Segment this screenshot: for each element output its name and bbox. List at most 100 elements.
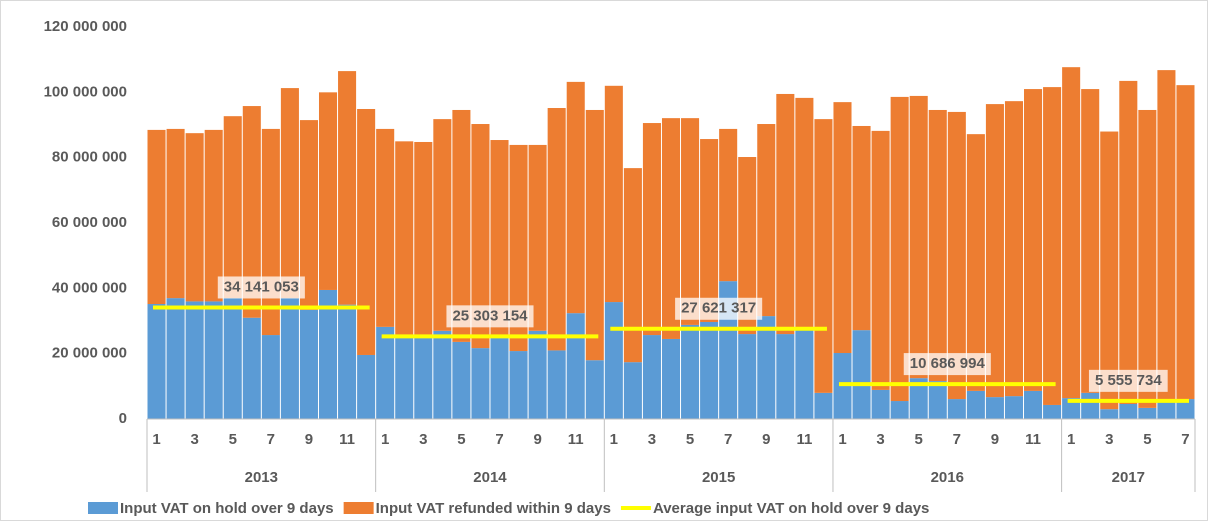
bar-segment — [1081, 392, 1100, 419]
bar-segment — [1176, 85, 1195, 400]
bar-segment — [566, 81, 585, 314]
bar-segment — [890, 401, 909, 419]
y-tick-label: 60 000 000 — [52, 214, 127, 231]
bar-segment — [528, 144, 547, 331]
bar-segment — [433, 330, 452, 419]
legend-label: Average input VAT on hold over 9 days — [653, 500, 929, 517]
bar-segment — [1062, 398, 1081, 419]
average-label-box — [446, 305, 534, 328]
bar-segment — [1004, 396, 1024, 419]
group-label: 2014 — [473, 469, 507, 486]
bar-segment — [280, 88, 299, 299]
y-tick-label: 80 000 000 — [52, 149, 127, 166]
bar-segment — [776, 93, 795, 335]
bar-segment — [185, 133, 204, 302]
bar-segment — [738, 334, 757, 419]
x-tick-label: 1 — [152, 431, 160, 448]
x-tick-label: 11 — [796, 431, 812, 448]
average-label: 10 686 994 — [910, 355, 986, 372]
y-tick-label: 100 000 000 — [44, 83, 127, 100]
bar-segment — [1024, 89, 1043, 391]
bar-segment — [147, 129, 166, 305]
x-tick-label: 11 — [339, 431, 355, 448]
x-tick-label: 5 — [915, 431, 923, 448]
average-label-box — [903, 353, 991, 376]
bar-segment — [395, 335, 414, 419]
bar-segment — [585, 360, 604, 419]
bar-segment — [261, 335, 280, 419]
bar-segment — [242, 317, 261, 419]
bar-segment — [871, 389, 890, 419]
bar-segment — [928, 109, 947, 382]
bar-segment — [1004, 101, 1024, 397]
bar-segment — [966, 134, 985, 391]
bar-segment — [1043, 404, 1062, 419]
bar-segment — [814, 119, 833, 393]
bar-segment — [1100, 409, 1119, 419]
x-tick-label: 5 — [229, 431, 237, 448]
bar-segment — [928, 381, 947, 419]
x-tick-label: 3 — [876, 431, 884, 448]
average-label: 27 621 317 — [681, 300, 756, 317]
bar-segment — [166, 298, 185, 419]
bar-segment — [1119, 403, 1138, 419]
x-tick-label: 3 — [648, 431, 656, 448]
bar-segment — [890, 96, 909, 402]
bar-segment — [452, 341, 471, 419]
bar-segment — [1119, 80, 1138, 404]
bar-segment — [700, 321, 719, 419]
bar-segment — [642, 335, 661, 419]
bar-segment — [338, 304, 357, 419]
y-tick-label: 40 000 000 — [52, 279, 127, 296]
bar-segment — [223, 298, 242, 419]
bar-segment — [909, 378, 928, 419]
bar-segment — [700, 139, 719, 322]
average-label: 25 303 154 — [452, 307, 528, 324]
x-tick-label: 5 — [686, 431, 694, 448]
bar-segment — [452, 109, 471, 342]
bar-segment — [1081, 89, 1100, 393]
bar-segment — [490, 336, 509, 419]
bar-segment — [490, 140, 509, 337]
bar-segment — [814, 392, 833, 419]
x-tick-label: 7 — [1181, 431, 1189, 448]
bar-segment — [471, 124, 490, 349]
y-tick-label: 0 — [119, 410, 127, 427]
x-tick-label: 3 — [419, 431, 427, 448]
bar-segment — [261, 128, 280, 336]
x-tick-label: 9 — [533, 431, 541, 448]
x-tick-label: 11 — [568, 431, 584, 448]
bar-segment — [566, 313, 585, 419]
average-label: 34 141 053 — [224, 278, 299, 295]
x-tick-label: 5 — [457, 431, 465, 448]
bar-segment — [623, 168, 642, 363]
bar-segment — [395, 141, 414, 336]
bar-segment — [204, 129, 223, 302]
bar-segment — [1157, 70, 1176, 403]
bar-segment — [547, 108, 566, 351]
bar-segment — [719, 128, 738, 282]
bar-segment — [985, 397, 1004, 419]
x-tick-label: 7 — [495, 431, 503, 448]
bar-segment — [604, 85, 623, 303]
bar-segment — [204, 301, 223, 419]
legend-swatch — [343, 502, 374, 514]
bar-segment — [433, 119, 452, 331]
bar-segment — [1138, 407, 1157, 419]
bar-segment — [947, 399, 966, 419]
x-tick-label: 1 — [838, 431, 846, 448]
y-tick-label: 20 000 000 — [52, 345, 127, 362]
average-label-box — [675, 297, 763, 320]
x-tick-label: 9 — [305, 431, 313, 448]
x-tick-label: 7 — [724, 431, 732, 448]
group-label: 2017 — [1112, 469, 1145, 486]
bar-segment — [795, 97, 814, 331]
bar-segment — [509, 351, 528, 419]
bar-segment — [1100, 131, 1119, 410]
bar-segment — [757, 124, 776, 317]
legend-label: Input VAT on hold over 9 days — [120, 500, 334, 517]
bar-segment — [376, 128, 395, 327]
bar-segment — [757, 316, 776, 419]
bar-segment — [776, 334, 795, 419]
